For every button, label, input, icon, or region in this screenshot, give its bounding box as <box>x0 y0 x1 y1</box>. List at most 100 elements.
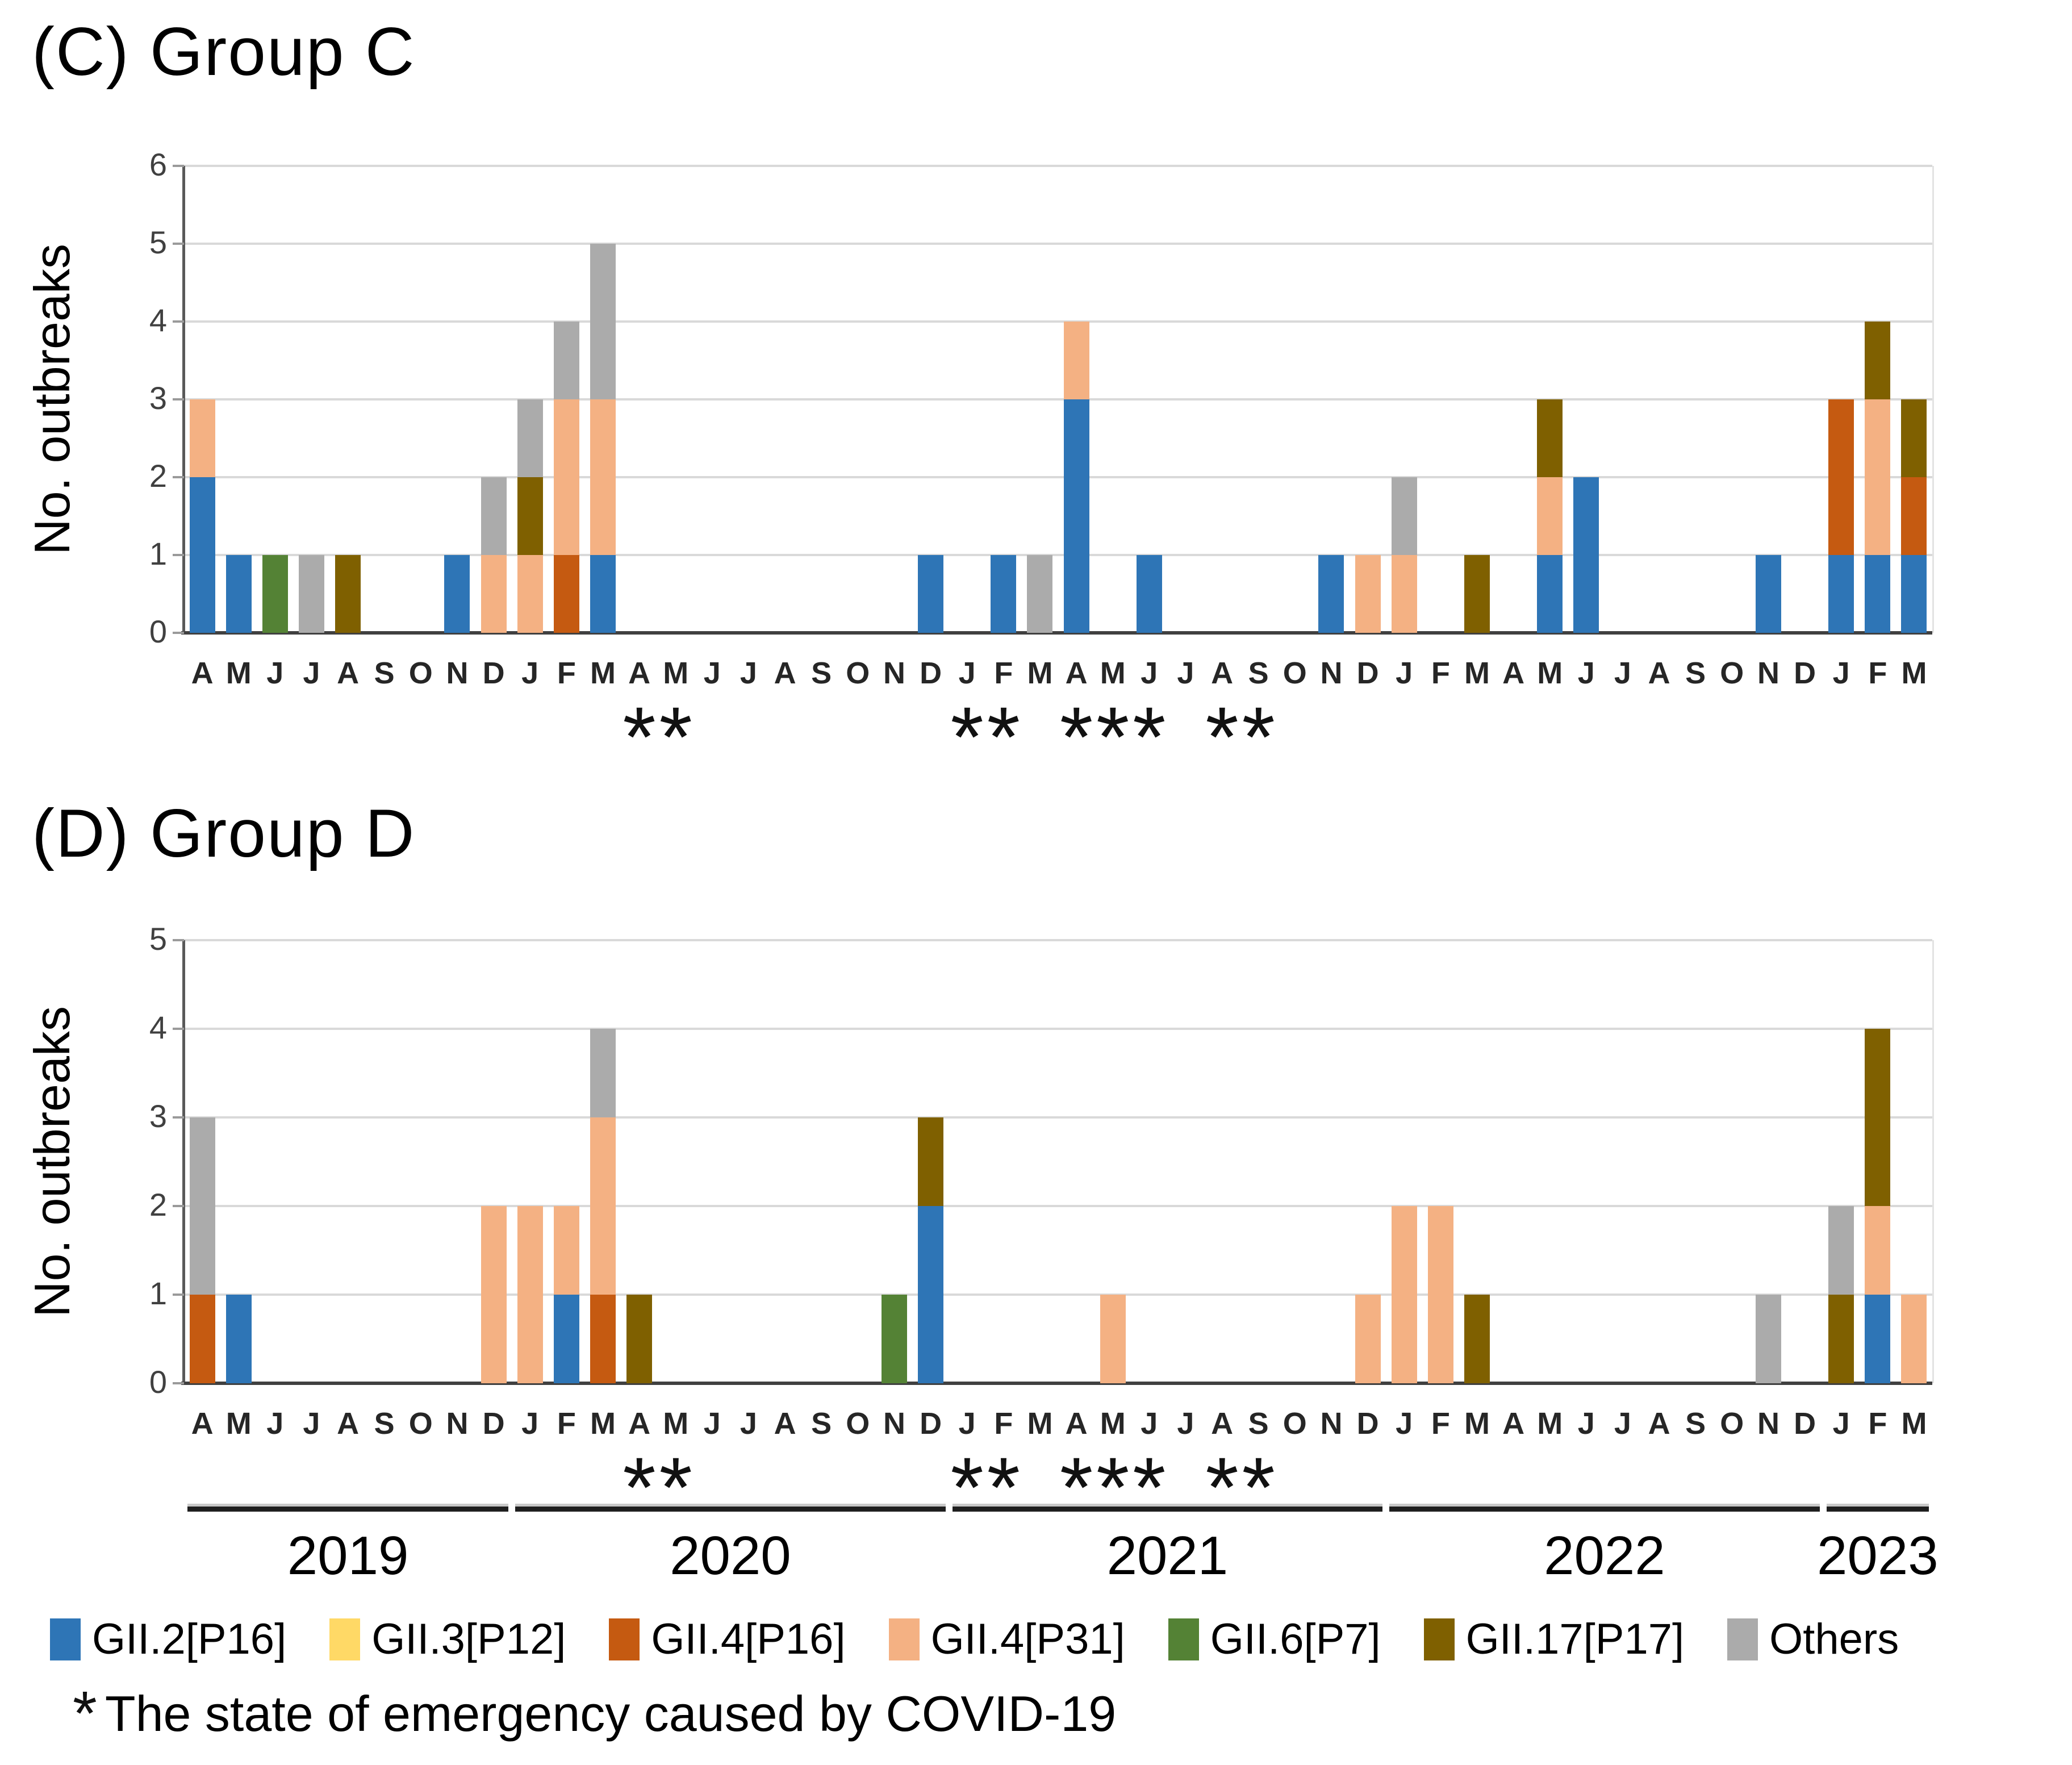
month-tick-label: J <box>266 656 284 690</box>
emergency-asterisk: * <box>1059 689 1093 785</box>
month-tick-label: N <box>446 656 469 690</box>
bar-segment <box>590 399 616 555</box>
bar-segment <box>590 1295 616 1383</box>
month-tick-label: F <box>1868 1407 1887 1441</box>
bar-segment <box>553 555 579 633</box>
month-tick-label: A <box>1065 1407 1088 1441</box>
gridline <box>184 320 1932 323</box>
bar-segment <box>189 1117 215 1295</box>
chart-title-group-d: (D) Group D <box>32 795 416 871</box>
y-tick-label: 4 <box>149 1009 167 1045</box>
month-tick-label: A <box>1211 1407 1234 1441</box>
emergency-asterisk: * <box>659 1439 692 1535</box>
bar-segment <box>1136 555 1162 633</box>
bar-segment <box>1355 555 1381 633</box>
y-tick-label: 6 <box>149 147 167 182</box>
year-axis: 2019 2020 2021 2022 2023 <box>184 1507 1939 1620</box>
month-tick-label: J <box>266 1407 284 1441</box>
y-tick-label: 4 <box>149 302 167 338</box>
bar-segment <box>481 1206 507 1383</box>
bar-segment <box>517 1206 543 1383</box>
month-tick-label: A <box>1065 656 1088 690</box>
month-tick-label: J <box>1832 656 1850 690</box>
bar-segment <box>1865 322 1891 399</box>
year-axis-line <box>1389 1507 1820 1512</box>
emergency-asterisk: * <box>1133 689 1166 785</box>
month-tick-label: M <box>225 1407 252 1441</box>
bar-segment <box>1318 555 1344 633</box>
legend-swatch <box>329 1618 361 1660</box>
bar-segment <box>1901 477 1927 555</box>
y-tick-mark <box>173 1205 184 1207</box>
month-tick-label: A <box>628 1407 651 1441</box>
bar-segment <box>1865 1295 1891 1383</box>
month-tick-label: O <box>1283 656 1307 690</box>
legend-swatch <box>1423 1618 1455 1660</box>
month-tick-label: N <box>1320 656 1343 690</box>
y-tick-mark <box>173 243 184 245</box>
y-axis-title-group-c: No. outbreaks <box>24 244 80 555</box>
y-tick-label: 2 <box>149 458 167 494</box>
y-tick-label: 0 <box>149 1364 167 1400</box>
emergency-asterisk: * <box>1133 1439 1166 1535</box>
footnote-text: The state of emergency caused by COVID-1… <box>105 1685 1117 1742</box>
month-tick-label: D <box>1356 1407 1379 1441</box>
legend-label: GII.17[P17] <box>1465 1615 1685 1663</box>
month-tick-label: A <box>191 1407 214 1441</box>
month-tick-label: F <box>557 1407 576 1441</box>
legend-swatch <box>50 1618 81 1660</box>
emergency-asterisk: * <box>623 1439 656 1535</box>
month-tick-label: M <box>1464 1407 1490 1441</box>
bar-segment <box>1865 555 1891 633</box>
emergency-asterisk: * <box>950 1439 984 1535</box>
y-tick-mark <box>173 476 184 478</box>
bar-segment <box>1828 1295 1854 1383</box>
bar-segment <box>481 477 507 555</box>
month-tick-label: A <box>337 1407 360 1441</box>
bar-segment <box>553 1295 579 1383</box>
month-tick-label: N <box>883 656 905 690</box>
month-tick-label: N <box>446 1407 469 1441</box>
gridline <box>184 1028 1932 1030</box>
bar-segment <box>1537 399 1563 477</box>
month-tick-label: D <box>1356 656 1379 690</box>
month-tick-label: A <box>774 656 796 690</box>
year-label: 2023 <box>1817 1525 1939 1586</box>
month-tick-label: J <box>521 656 539 690</box>
chart-title-group-c: (C) Group C <box>32 14 416 90</box>
legend-swatch <box>1727 1618 1758 1660</box>
month-tick-label: F <box>1431 656 1450 690</box>
y-tick-mark <box>173 632 184 634</box>
gridline <box>184 398 1932 400</box>
month-tick-label: J <box>1141 1407 1158 1441</box>
bar-segment <box>1865 1206 1891 1295</box>
bar-segment <box>517 477 543 555</box>
year-label: 2020 <box>670 1525 791 1586</box>
month-tick-label: J <box>703 1407 721 1441</box>
bar-segment <box>590 1029 616 1117</box>
legend-label: GII.6[P7] <box>1210 1615 1381 1663</box>
bar-segment <box>918 1206 944 1383</box>
y-tick-mark <box>173 165 184 167</box>
legend-item: GII.6[P7] <box>1168 1614 1381 1664</box>
emergency-asterisk: * <box>950 689 984 785</box>
y-tick-mark <box>173 398 184 400</box>
legend-item: GII.4[P16] <box>609 1614 846 1664</box>
bar-segment <box>626 1295 653 1383</box>
emergency-asterisk: * <box>987 689 1020 785</box>
month-tick-label: F <box>994 656 1013 690</box>
bar-segment <box>1865 1029 1891 1206</box>
year-axis-line <box>952 1507 1383 1512</box>
bar-segment <box>590 1117 616 1295</box>
legend-label: GII.2[P16] <box>92 1615 287 1663</box>
month-tick-label: J <box>958 1407 976 1441</box>
bar-segment <box>225 555 252 633</box>
month-tick-label: J <box>1614 656 1631 690</box>
emergency-asterisk: * <box>1242 689 1275 785</box>
legend-item: GII.2[P16] <box>50 1614 286 1664</box>
month-tick-label: S <box>1248 656 1269 690</box>
month-tick-label: S <box>1685 1407 1706 1441</box>
bar-segment <box>1755 1295 1781 1383</box>
month-tick-label: A <box>628 656 651 690</box>
legend-item: GII.4[P31] <box>888 1614 1125 1664</box>
